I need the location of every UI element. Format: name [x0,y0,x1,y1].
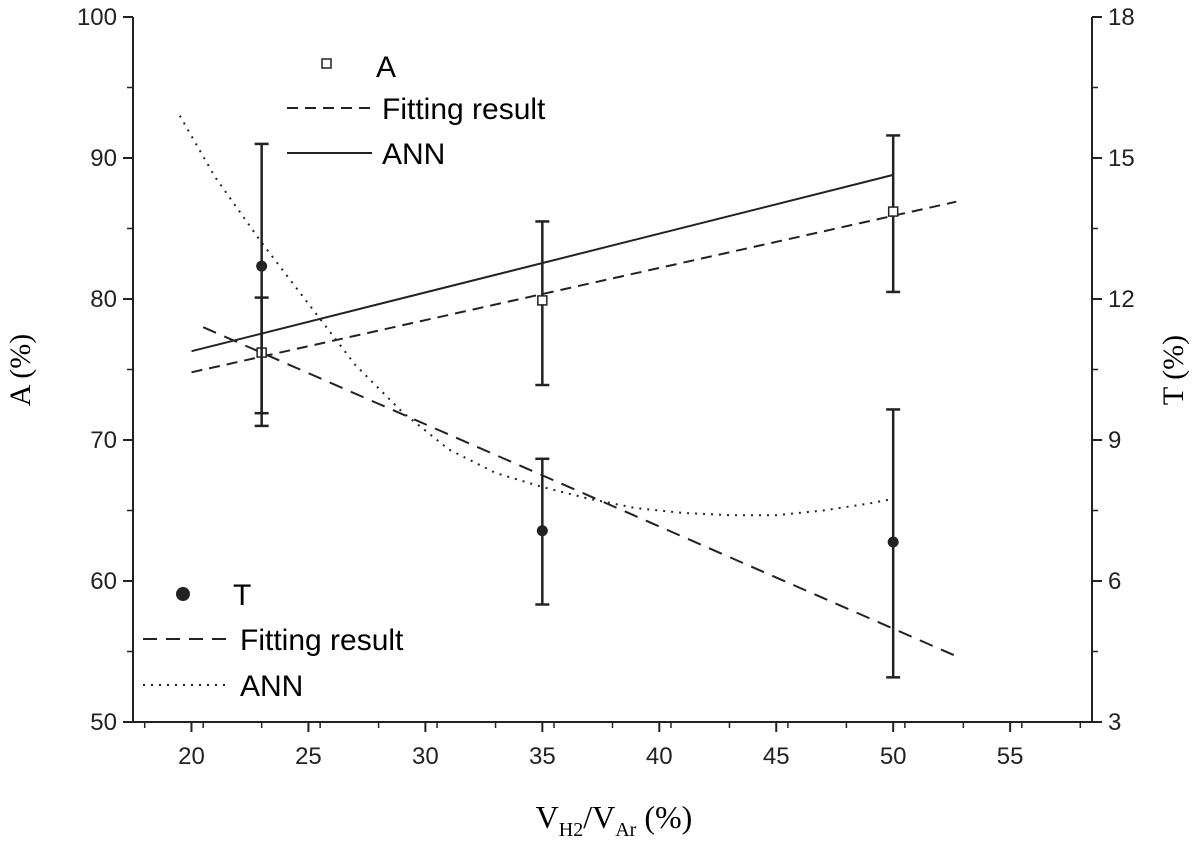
series-lines [178,115,957,658]
legend-a: A Fitting result ANN [287,51,546,171]
a-data-point [537,295,548,306]
x-label-mid: /V [583,799,615,835]
x-tick-label: 50 [880,743,907,770]
t-data-point [536,525,548,537]
x-tick-label: 40 [646,743,673,770]
y-left-tick-label: 70 [90,427,117,454]
x-tick-label: 20 [178,743,205,770]
x-label-main: V [536,799,559,835]
y-right-tick-label: 18 [1108,4,1135,31]
x-label-sub1: H2 [559,819,583,841]
a-fit-line [191,200,957,374]
axes: 20 25 30 35 40 45 50 55 50 60 70 80 90 100 3 6 9 12 15 18 [77,4,1135,770]
x-tick-label: 45 [763,743,790,770]
legend-t: T Fitting result ANN [143,579,404,703]
legend-a-fit-label: Fitting result [382,93,546,126]
y-right-tick-label: 6 [1108,568,1121,595]
y-left-tick-label: 60 [90,568,117,595]
x-label-sub2: Ar [615,819,636,841]
legend-t-ann-label: ANN [240,670,303,703]
x-tick-label: 35 [529,743,556,770]
y-right-tick-label: 9 [1108,427,1121,454]
x-axis-label: VH2/VAr (%) [536,799,693,841]
y-right-label: T (%) [1157,335,1190,405]
y-left-tick-label: 50 [90,709,117,736]
y-right-tick-label: 12 [1108,286,1135,313]
a-data-point [887,206,899,217]
y-left-tick-label: 90 [90,145,117,172]
y-left-tick-label: 80 [90,286,117,313]
y-right-tick-label: 15 [1108,145,1135,172]
x-tick-label: 30 [412,743,439,770]
legend-t-marker-label: T [233,579,251,612]
t-data-point [256,260,268,272]
y-right-tick-label: 3 [1108,709,1121,736]
t-fit-line [202,326,957,658]
x-tick-label: 25 [295,743,322,770]
t-ann-line [178,115,894,517]
y-left-label: A (%) [4,334,37,406]
markers [254,134,901,679]
legend-a-ann-label: ANN [382,138,445,171]
legend-a-marker-label: A [376,51,396,84]
legend-t-fit-label: Fitting result [240,624,404,657]
legend-t-marker-icon [176,587,190,601]
legend-a-marker-icon [321,58,332,69]
y-left-tick-label: 100 [77,4,117,31]
x-tick-label: 55 [997,743,1024,770]
t-data-point [887,536,899,548]
x-label-end: (%) [636,799,692,835]
